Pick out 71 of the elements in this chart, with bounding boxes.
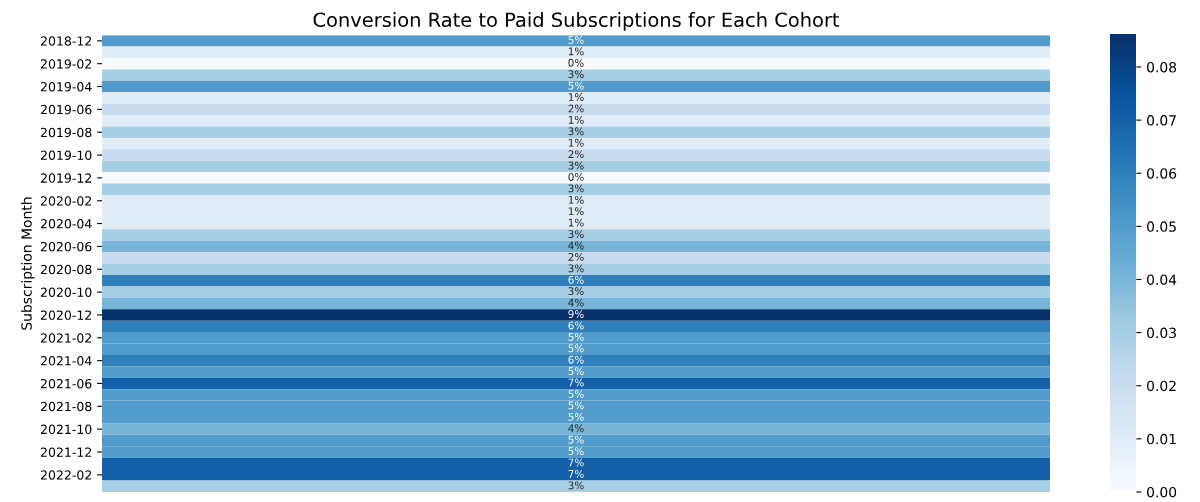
data-label: 5% — [568, 447, 584, 456]
y-tick-label: 2021-08 — [40, 401, 92, 412]
data-label: 5% — [568, 401, 584, 410]
y-tick-label: 2020-10 — [40, 287, 92, 298]
data-label: 6% — [568, 275, 584, 284]
color-bar-label: 0.05 — [1147, 221, 1176, 232]
data-label: 1% — [568, 207, 584, 216]
data-label: 3% — [568, 287, 584, 296]
data-label: 3% — [568, 161, 584, 170]
y-tick-label: 2020-04 — [40, 219, 92, 229]
y-tick-label: 2021-12 — [40, 447, 92, 457]
y-tick-label: 2021-02 — [40, 333, 92, 343]
data-label: 1% — [568, 93, 584, 101]
y-tick-label: 2020-02 — [40, 196, 92, 206]
data-label: 3% — [568, 184, 584, 193]
data-label: 2% — [568, 150, 584, 159]
y-tick-label: 2018-12 — [40, 36, 92, 46]
chart-title: Conversion Rate to Paid Subscriptions for Each Cohort — [313, 12, 840, 31]
data-label: 3% — [568, 230, 584, 239]
y-tick-label: 2019-12 — [40, 173, 92, 183]
data-label: 1% — [568, 47, 584, 56]
data-label: 4% — [568, 298, 584, 307]
data-label: 3% — [568, 481, 584, 490]
data-label: 1% — [568, 138, 584, 147]
data-label: 2% — [568, 252, 584, 261]
y-tick-label: 2019-06 — [40, 104, 92, 115]
data-label: 3% — [568, 127, 584, 136]
data-label: 5% — [568, 435, 584, 444]
data-label: 0% — [568, 173, 584, 181]
y-tick-label: 2019-02 — [40, 59, 92, 69]
y-tick-label: 2021-04 — [40, 356, 92, 366]
color-bar-label: 0.07 — [1147, 115, 1176, 126]
data-label: 5% — [568, 81, 584, 90]
data-label: 9% — [568, 310, 584, 318]
color-bar-label: 0.08 — [1147, 61, 1177, 73]
data-label: 3% — [568, 264, 584, 273]
data-label: 3% — [568, 70, 584, 79]
y-tick-label: 2019-04 — [40, 82, 92, 92]
data-label: 7% — [568, 378, 584, 387]
data-label: 1% — [568, 195, 584, 204]
data-label: 1% — [568, 115, 584, 124]
data-label: 7% — [568, 469, 584, 478]
color-bar-label: 0.02 — [1147, 380, 1176, 392]
data-label: 2% — [568, 104, 584, 113]
data-label: 5% — [568, 367, 584, 376]
data-label: 5% — [568, 344, 584, 353]
color-bar-label: 0.04 — [1147, 274, 1177, 285]
data-label: 6% — [568, 321, 584, 330]
y-tick-label: 2019-08 — [40, 127, 92, 138]
data-label: 6% — [568, 355, 584, 364]
data-label: 4% — [568, 241, 584, 250]
y-tick-label: 2022-02 — [40, 470, 92, 480]
data-label: 7% — [568, 458, 584, 467]
y-tick-label: 2020-12 — [40, 310, 92, 320]
y-tick-label: 2019-10 — [40, 150, 92, 160]
color-bar-label: 0.01 — [1147, 433, 1176, 445]
data-label: 4% — [568, 424, 584, 433]
data-label: 5% — [568, 332, 584, 341]
y-tick-label: 2021-06 — [40, 378, 92, 389]
color-bar-label: 0.06 — [1147, 168, 1177, 179]
data-label: 1% — [568, 218, 584, 227]
data-label: 5% — [568, 412, 584, 421]
y-tick-label: 2020-06 — [40, 241, 92, 252]
y-axis-title: Subscription Month — [21, 197, 35, 330]
data-label: 5% — [568, 35, 584, 44]
color-bar-label: 0.00 — [1147, 486, 1177, 498]
data-label: 5% — [568, 390, 584, 398]
y-tick-label: 2020-08 — [40, 264, 92, 275]
data-label: 0% — [568, 58, 584, 67]
y-tick-label: 2021-10 — [40, 424, 92, 435]
color-bar-label: 0.03 — [1147, 327, 1176, 339]
